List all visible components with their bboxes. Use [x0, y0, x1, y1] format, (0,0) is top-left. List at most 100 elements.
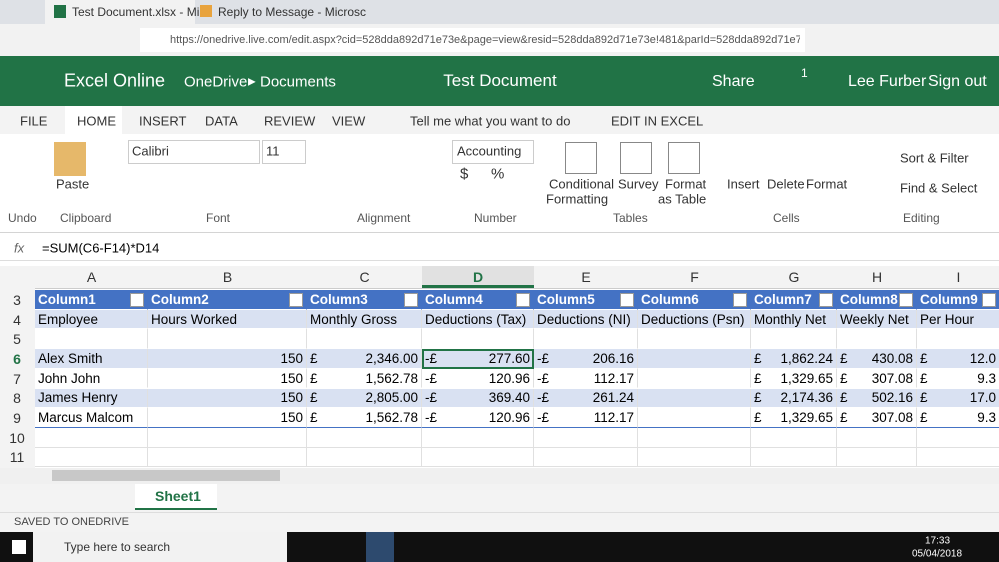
edit-in-excel[interactable]: EDIT IN EXCEL: [611, 113, 704, 129]
cell[interactable]: -£ 120.96: [422, 368, 534, 389]
start-button[interactable]: [12, 540, 26, 554]
cell[interactable]: Deductions (Psn): [638, 309, 751, 330]
ribbon-tab[interactable]: REVIEW: [264, 113, 316, 129]
cell[interactable]: [917, 329, 999, 350]
cell[interactable]: [638, 388, 751, 409]
cell[interactable]: £17.0: [917, 388, 999, 409]
ribbon-tab[interactable]: VIEW: [332, 113, 366, 129]
cell[interactable]: [917, 447, 999, 468]
cell[interactable]: [422, 447, 534, 468]
notifications[interactable]: 1: [801, 66, 808, 80]
sort-filter[interactable]: Sort & Filter: [900, 150, 969, 166]
cell[interactable]: [35, 427, 148, 448]
edge-app[interactable]: [366, 532, 394, 562]
cell[interactable]: [307, 329, 422, 350]
conditional-formatting[interactable]: Formatting: [546, 191, 609, 207]
cell[interactable]: £2,346.00: [307, 349, 422, 369]
cell[interactable]: Marcus Malcom: [35, 408, 148, 428]
cell[interactable]: Hours Worked: [148, 309, 307, 330]
cell[interactable]: [638, 368, 751, 389]
cell[interactable]: Column5: [534, 290, 638, 310]
cell[interactable]: 150: [148, 408, 307, 428]
delete[interactable]: Delete: [767, 176, 805, 192]
tab-title[interactable]: Test Document.xlsx - Mi: [72, 5, 200, 19]
row-header[interactable]: 10: [9, 429, 25, 446]
row-header[interactable]: 3: [13, 291, 21, 308]
cell[interactable]: £2,805.00: [307, 388, 422, 409]
insert[interactable]: Insert: [727, 176, 760, 192]
cell[interactable]: [422, 427, 534, 448]
scroll-thumb[interactable]: [52, 470, 280, 481]
cell[interactable]: [35, 329, 148, 350]
ribbon-tab[interactable]: INSERT: [139, 113, 187, 129]
filter-button[interactable]: [620, 293, 634, 307]
cell[interactable]: Per Hour: [917, 309, 999, 330]
cell[interactable]: -£ 369.40: [422, 388, 534, 409]
cell[interactable]: Deductions (Tax): [422, 309, 534, 330]
cell[interactable]: Column1: [35, 290, 148, 310]
filter-button[interactable]: [899, 293, 913, 307]
column-header[interactable]: C: [359, 269, 370, 285]
percent[interactable]: %: [491, 165, 505, 183]
cell[interactable]: Monthly Gross: [307, 309, 422, 330]
cell[interactable]: [534, 329, 638, 350]
cell[interactable]: [534, 427, 638, 448]
filter-button[interactable]: [982, 293, 996, 307]
cell[interactable]: [837, 447, 917, 468]
search-box[interactable]: [33, 532, 287, 562]
column-header[interactable]: B: [222, 269, 233, 285]
share[interactable]: Share: [712, 73, 755, 90]
cell[interactable]: £9.3: [917, 408, 999, 428]
cell[interactable]: 150: [148, 388, 307, 409]
number-format[interactable]: Accounting: [457, 143, 522, 159]
tell-me[interactable]: Tell me what you want to do: [410, 113, 571, 129]
address-bar[interactable]: [140, 28, 805, 52]
column-header[interactable]: I: [956, 269, 961, 285]
cell[interactable]: -£ 112.17: [534, 368, 638, 389]
cell[interactable]: 150: [148, 349, 307, 369]
cell[interactable]: £1,329.65: [751, 368, 837, 389]
cell[interactable]: £307.08: [837, 368, 917, 389]
cell[interactable]: [751, 329, 837, 350]
cell[interactable]: -£ 261.24: [534, 388, 638, 409]
filter-button[interactable]: [130, 293, 144, 307]
filter-button[interactable]: [819, 293, 833, 307]
cell[interactable]: [35, 447, 148, 468]
cell[interactable]: [422, 329, 534, 350]
find-select[interactable]: Find & Select: [900, 180, 978, 196]
cell[interactable]: -£ 120.96: [422, 408, 534, 428]
cell[interactable]: [148, 447, 307, 468]
ribbon-tab[interactable]: DATA: [205, 113, 238, 129]
row-header[interactable]: 4: [13, 311, 21, 328]
cell[interactable]: £1,562.78: [307, 368, 422, 389]
cell[interactable]: -£ 277.60: [422, 349, 534, 369]
cell[interactable]: [638, 408, 751, 428]
cell[interactable]: [638, 427, 751, 448]
user[interactable]: Lee Furber: [848, 73, 927, 90]
breadcrumb[interactable]: Documents: [260, 73, 336, 91]
cell[interactable]: Monthly Net: [751, 309, 837, 330]
column-header[interactable]: H: [871, 269, 883, 285]
font-box[interactable]: [128, 140, 260, 164]
cell[interactable]: Column4: [422, 290, 534, 310]
cell[interactable]: Column2: [148, 290, 307, 310]
cell[interactable]: £307.08: [837, 408, 917, 428]
font-name[interactable]: Calibri: [132, 143, 169, 159]
conditional-formatting[interactable]: Conditional: [549, 176, 615, 192]
row-header[interactable]: 7: [13, 370, 21, 387]
cell[interactable]: [837, 427, 917, 448]
cell[interactable]: [307, 447, 422, 468]
cell[interactable]: [837, 329, 917, 350]
filter-button[interactable]: [404, 293, 418, 307]
row-header[interactable]: 11: [9, 449, 25, 466]
cell[interactable]: -£ 206.16: [534, 349, 638, 369]
cell[interactable]: 150: [148, 368, 307, 389]
row-header[interactable]: 9: [13, 410, 21, 427]
filter-button[interactable]: [733, 293, 747, 307]
search-text[interactable]: Type here to search: [64, 540, 171, 554]
cell[interactable]: [148, 427, 307, 448]
ribbon-tab[interactable]: FILE: [20, 113, 48, 129]
survey[interactable]: Survey: [618, 176, 659, 192]
sheet-tab[interactable]: [135, 484, 217, 510]
active-tab[interactable]: [45, 0, 195, 24]
